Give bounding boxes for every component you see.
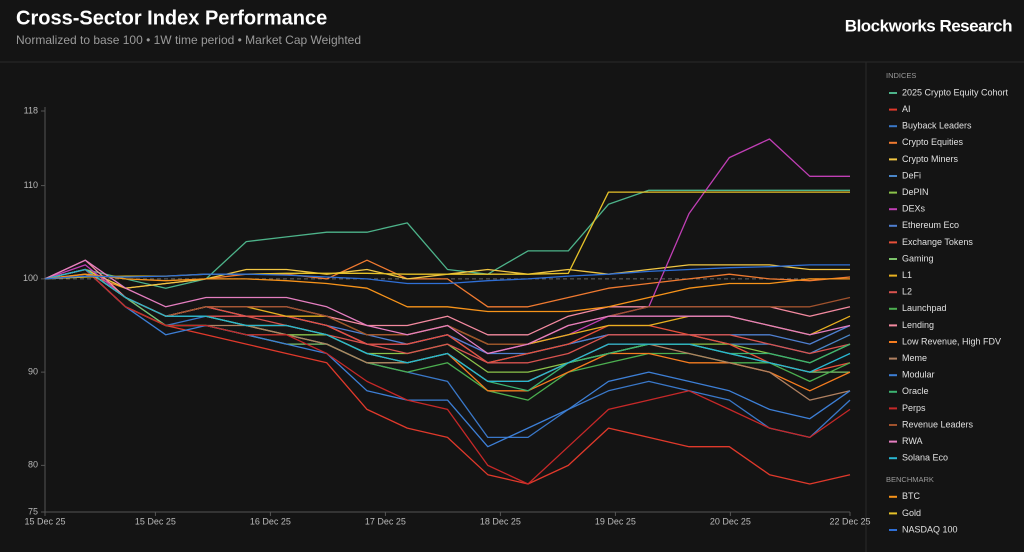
legend-label[interactable]: Perps xyxy=(902,403,926,413)
legend-label[interactable]: Oracle xyxy=(902,386,929,396)
y-tick-label: 110 xyxy=(24,180,38,190)
series-line xyxy=(44,268,851,485)
series-line xyxy=(44,268,851,485)
legend-label[interactable]: RWA xyxy=(902,436,923,446)
y-tick-label: 75 xyxy=(28,506,38,516)
series-line xyxy=(44,264,850,285)
x-tick-label: 22 Dec 25 xyxy=(829,516,870,526)
legend-label[interactable]: DEXs xyxy=(902,204,926,214)
y-tick-label: 100 xyxy=(23,273,38,283)
x-tick-label: 19 Dec 25 xyxy=(595,516,636,526)
x-tick-label: 15 Dec 25 xyxy=(24,516,65,526)
series-line xyxy=(44,259,851,355)
legend-label[interactable]: DePIN xyxy=(902,187,929,197)
legend-label[interactable]: Modular xyxy=(902,370,935,380)
legend-label[interactable]: L2 xyxy=(902,287,912,297)
legend-label[interactable]: Solana Eco xyxy=(902,453,948,463)
legend-label[interactable]: Exchange Tokens xyxy=(902,237,973,247)
series-line xyxy=(44,268,851,439)
legend-label[interactable]: Crypto Equities xyxy=(902,137,964,147)
y-tick-label: 90 xyxy=(28,366,38,376)
y-tick-label: 80 xyxy=(28,460,38,470)
x-tick-label: 20 Dec 25 xyxy=(710,516,751,526)
series-line xyxy=(44,273,850,313)
legend-label[interactable]: L1 xyxy=(902,270,912,280)
x-tick-label: 17 Dec 25 xyxy=(365,516,406,526)
legend-label[interactable]: 2025 Crypto Equity Cohort xyxy=(902,87,1009,97)
x-tick-label: 15 Dec 25 xyxy=(135,516,176,526)
x-tick-label: 18 Dec 25 xyxy=(480,516,521,526)
chart-subtitle: Normalized to base 100 • 1W time period … xyxy=(16,33,361,47)
x-tick-label: 16 Dec 25 xyxy=(250,516,291,526)
legend-label[interactable]: Ethereum Eco xyxy=(902,220,959,230)
legend-label[interactable]: AI xyxy=(902,104,911,114)
legend-label[interactable]: BTC xyxy=(902,491,921,501)
legend-label[interactable]: Gaming xyxy=(902,253,934,263)
legend-label[interactable]: Launchpad xyxy=(902,303,947,313)
legend-label[interactable]: Meme xyxy=(902,353,927,363)
chart-title: Cross-Sector Index Performance xyxy=(16,7,327,29)
legend-heading: BENCHMARK xyxy=(886,475,934,484)
legend-label[interactable]: Gold xyxy=(902,508,921,518)
y-tick-label: 118 xyxy=(24,105,38,115)
legend-label[interactable]: Lending xyxy=(902,320,934,330)
series-line xyxy=(44,268,851,448)
legend-label[interactable]: Buyback Leaders xyxy=(902,121,972,131)
legend-label[interactable]: Crypto Miners xyxy=(902,154,959,164)
legend-label[interactable]: DeFi xyxy=(902,170,921,180)
legend-label[interactable]: Revenue Leaders xyxy=(902,419,974,429)
legend-label[interactable]: NASDAQ 100 xyxy=(902,524,958,534)
legend-label[interactable]: Low Revenue, High FDV xyxy=(902,336,1001,346)
brand: Blockworks Research xyxy=(845,16,1012,35)
series-line xyxy=(44,268,851,383)
series-line xyxy=(44,189,850,289)
legend-heading: INDICES xyxy=(886,71,916,80)
